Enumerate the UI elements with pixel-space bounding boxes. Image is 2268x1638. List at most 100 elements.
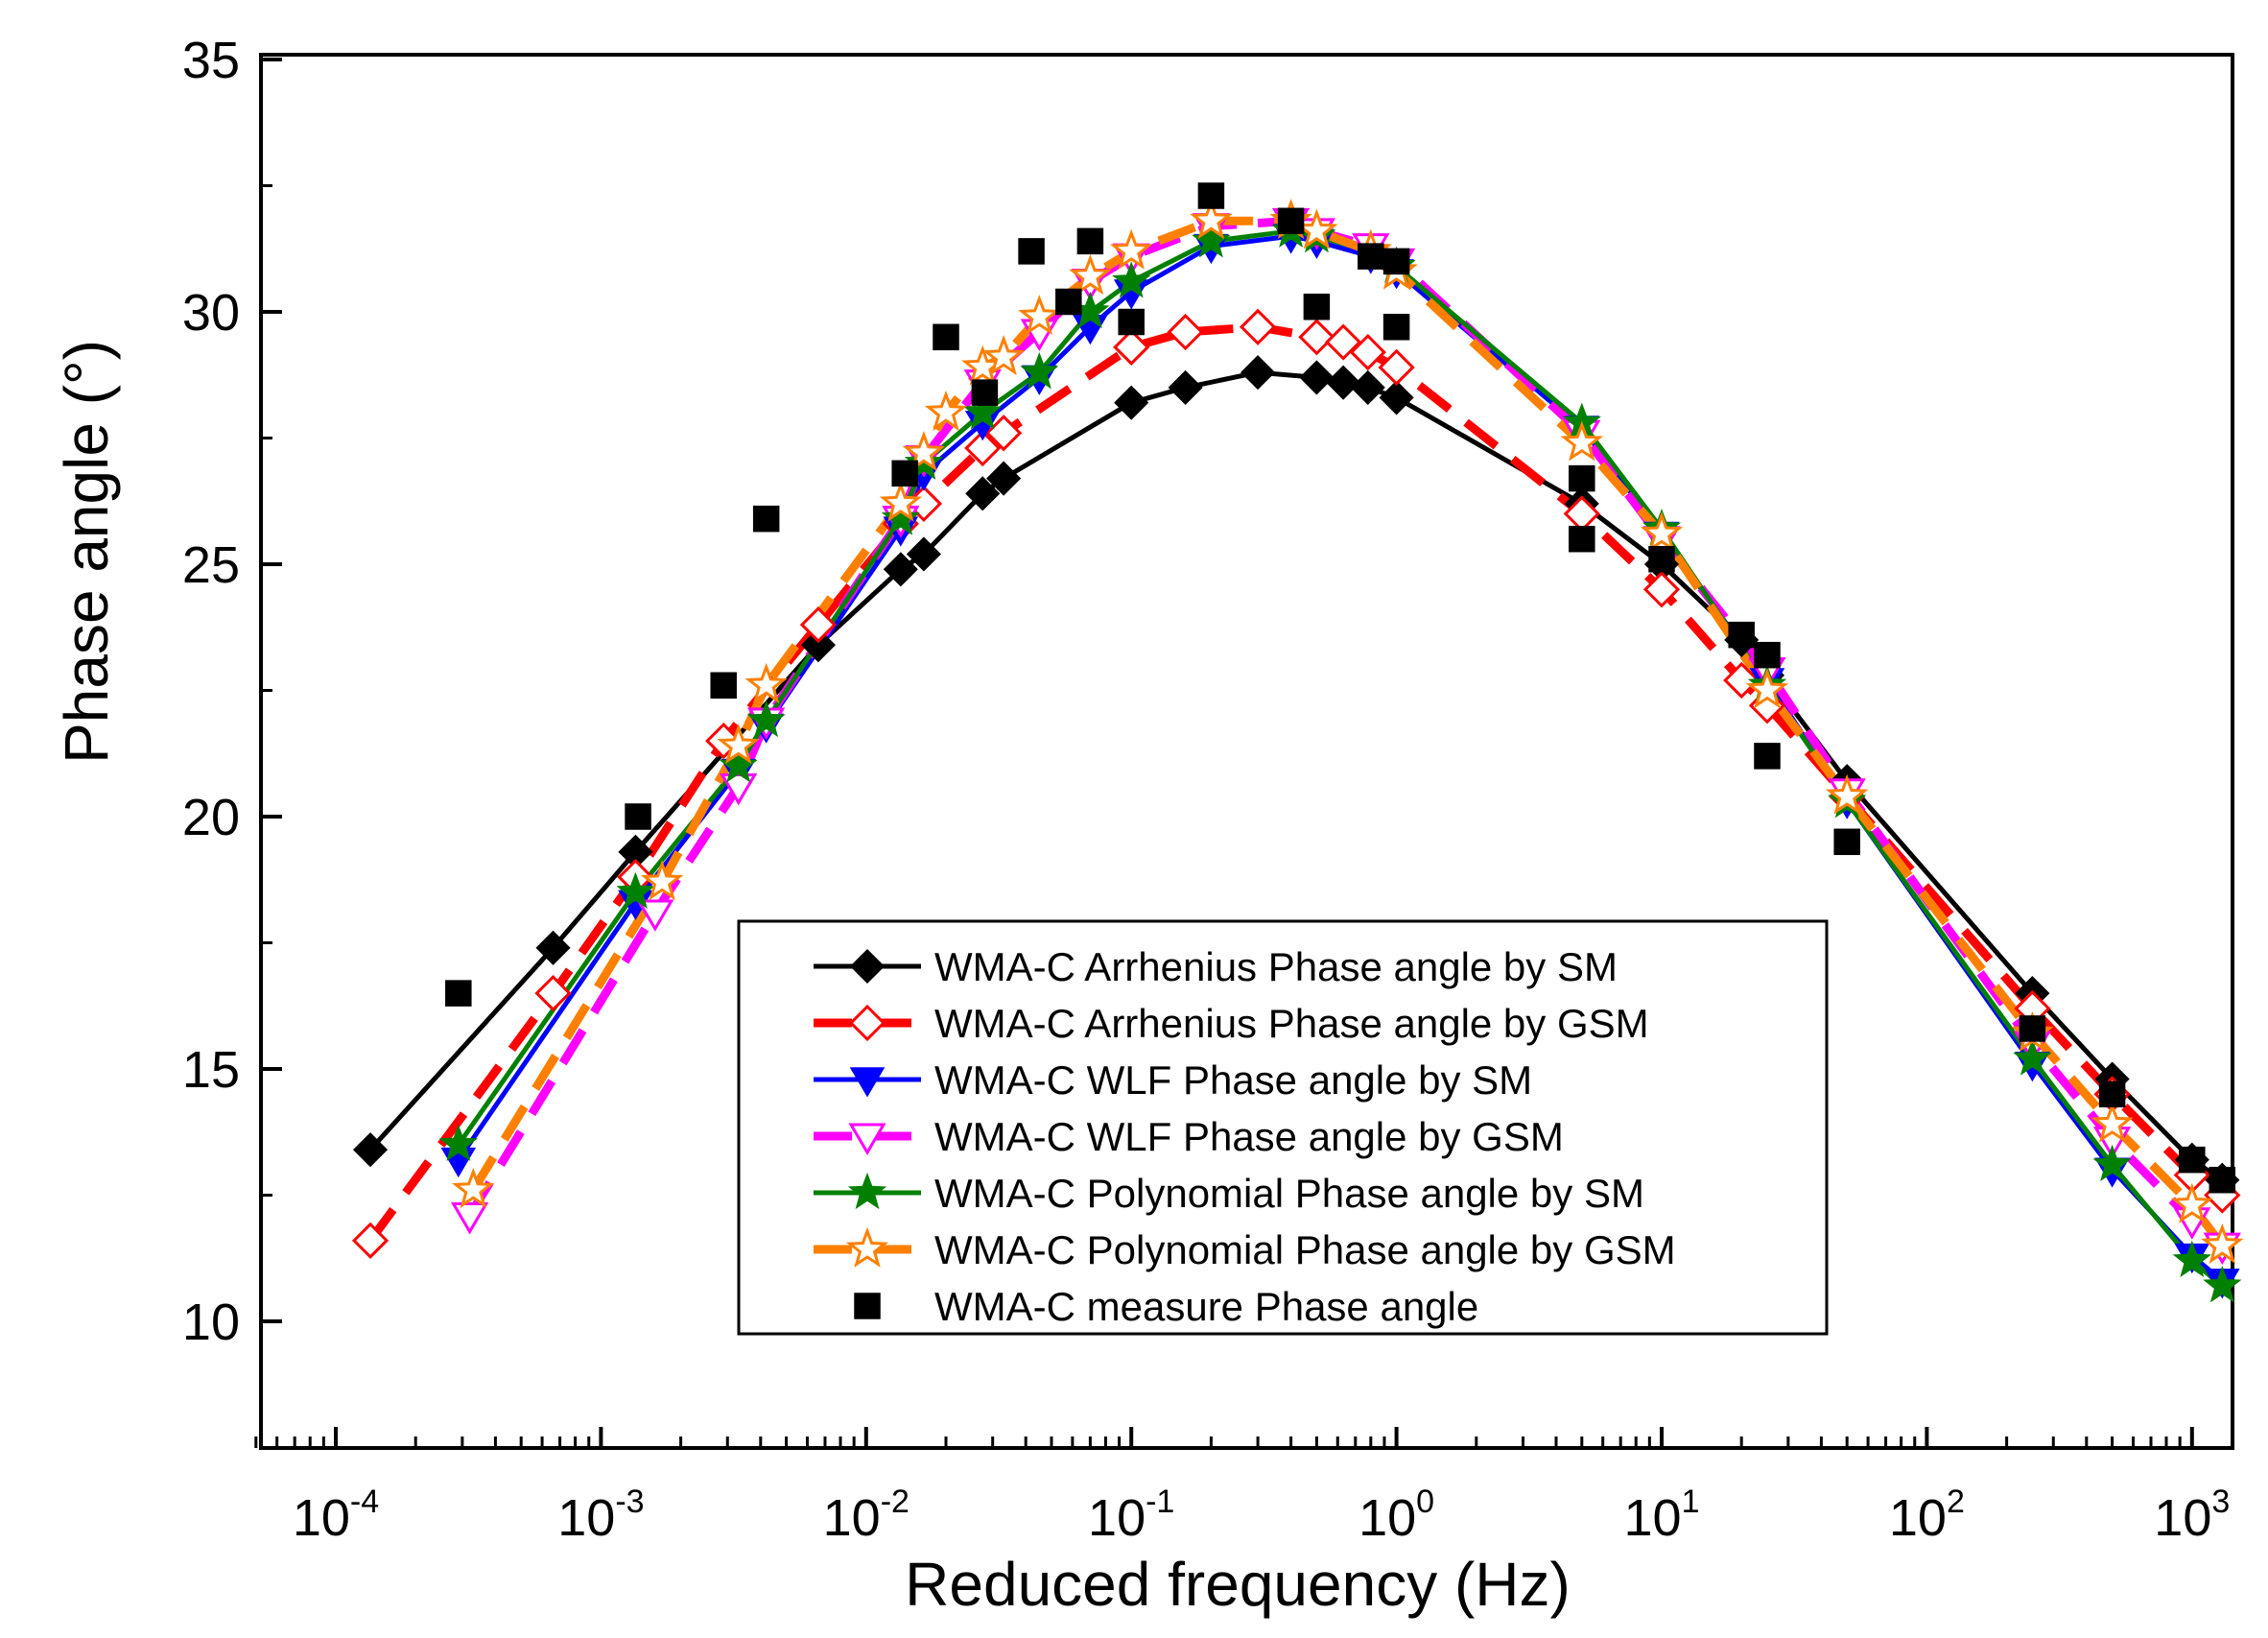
series-5-point bbox=[616, 871, 655, 910]
series-7-point bbox=[1018, 238, 1045, 265]
legend-item-2-label: WMA-C Arrhenius Phase angle by GSM bbox=[934, 1001, 1649, 1046]
series-1-point bbox=[800, 628, 836, 663]
series-7-point bbox=[1197, 182, 1225, 209]
series-7-point bbox=[1055, 288, 1082, 316]
legend-item-2-marker bbox=[848, 1004, 886, 1042]
series-6-point bbox=[902, 431, 946, 472]
series-7-point bbox=[1754, 743, 1781, 770]
series-7-point bbox=[891, 460, 918, 487]
series-5-point bbox=[1192, 221, 1231, 258]
series-6-point bbox=[1018, 295, 1061, 336]
x-tick-label: 102 bbox=[1889, 1484, 1965, 1547]
series-2-point bbox=[1642, 571, 1681, 608]
legend-item-3-marker bbox=[849, 1067, 886, 1098]
x-axis-title: Reduced frequency (Hz) bbox=[905, 1550, 1571, 1619]
series-7-point bbox=[445, 980, 472, 1007]
series-7-point bbox=[1118, 308, 1145, 336]
series-markers bbox=[351, 182, 2244, 1303]
series-7-point bbox=[1382, 314, 1410, 341]
series-5-point bbox=[1112, 261, 1151, 298]
legend-item-7-label: WMA-C measure Phase angle bbox=[934, 1284, 1478, 1329]
series-6-point bbox=[1190, 199, 1233, 240]
series-5-point bbox=[1020, 351, 1059, 390]
series-7-point bbox=[2209, 1166, 2236, 1194]
legend-box bbox=[737, 919, 1829, 1336]
series-1-point bbox=[1379, 380, 1414, 415]
series-1-point bbox=[883, 552, 918, 587]
series-5-point bbox=[2013, 1038, 2052, 1076]
series-6-point bbox=[744, 662, 788, 704]
x-tick-label: 10-4 bbox=[293, 1484, 379, 1547]
series-1-point bbox=[1350, 369, 1385, 405]
series-1-point bbox=[1326, 365, 1361, 400]
series-7-point bbox=[1076, 227, 1104, 255]
y-axis: 10 15 20 25 30 35 bbox=[182, 32, 282, 1449]
series-5-point bbox=[746, 700, 786, 738]
x-tick-label: 10-1 bbox=[1088, 1484, 1174, 1547]
series-1-point bbox=[965, 476, 1001, 511]
series-6-point bbox=[640, 860, 684, 901]
series-5-point bbox=[881, 498, 920, 535]
series-1-point bbox=[1168, 369, 1203, 405]
legend-item-1-marker bbox=[849, 948, 886, 985]
plot-frame bbox=[259, 53, 2234, 1450]
series-2-point bbox=[1378, 348, 1415, 386]
x-axis: 10-4 10-3 10-2 10-1 100 101 102 103 bbox=[254, 1427, 2230, 1547]
legend-item-1-label: WMA-C Arrhenius Phase angle by SM bbox=[934, 944, 1618, 989]
series-5-point bbox=[963, 392, 1003, 430]
y-tick-label: 25 bbox=[182, 536, 240, 594]
series-5-point bbox=[719, 746, 758, 783]
series-6-point bbox=[879, 481, 922, 522]
series-7-point bbox=[1728, 621, 1755, 649]
series-1-point bbox=[535, 930, 571, 965]
series-2-point bbox=[1349, 333, 1386, 371]
series-4-point bbox=[720, 772, 758, 806]
series-7-point bbox=[1648, 545, 1675, 573]
series-2-point bbox=[964, 429, 1002, 467]
series-7-point bbox=[971, 379, 999, 406]
y-tick-label: 30 bbox=[182, 284, 240, 342]
legend-item-6-label: WMA-C Polynomial Phase angle by GSM bbox=[934, 1227, 1676, 1272]
series-2-point bbox=[534, 974, 572, 1012]
series-1-point bbox=[986, 461, 1022, 496]
series-2-point bbox=[1325, 323, 1362, 361]
series-7-point bbox=[933, 323, 959, 351]
series-7-point bbox=[1303, 293, 1331, 320]
series-2-point bbox=[799, 605, 838, 644]
series-7-point bbox=[625, 803, 651, 830]
series-7-point bbox=[2098, 1080, 2126, 1108]
legend-item-3-label: WMA-C WLF Phase angle by SM bbox=[934, 1057, 1532, 1103]
series-7-point bbox=[1833, 828, 1860, 856]
series-2-point bbox=[351, 1222, 390, 1259]
x-tick-label: 10-3 bbox=[557, 1484, 644, 1547]
plot-border bbox=[259, 53, 2234, 1450]
series-2-point bbox=[1239, 308, 1277, 345]
series-6-point bbox=[1826, 773, 1869, 815]
legend-item-7-marker bbox=[854, 1293, 881, 1319]
series-7-point bbox=[1754, 641, 1781, 669]
series-1-point bbox=[1114, 385, 1149, 420]
series-6-point bbox=[1069, 253, 1112, 296]
series-7-point bbox=[752, 505, 780, 533]
series-4-point bbox=[451, 1202, 489, 1235]
series-5-point bbox=[438, 1124, 478, 1162]
series-6-point bbox=[452, 1167, 495, 1209]
series-7-point bbox=[1569, 525, 1595, 553]
series-6-point bbox=[1745, 668, 1789, 709]
series-6-point bbox=[981, 335, 1026, 376]
series-2-point bbox=[1167, 313, 1204, 351]
x-tick-label: 100 bbox=[1358, 1484, 1434, 1547]
y-axis-title: Phase angle (°) bbox=[52, 340, 121, 764]
series-6-point bbox=[1110, 228, 1153, 270]
series-1-point bbox=[1299, 360, 1335, 395]
series-6-point bbox=[2201, 1223, 2244, 1264]
series-2-point bbox=[1113, 328, 1150, 366]
series-7-point bbox=[1569, 464, 1595, 492]
series-7-point bbox=[1382, 248, 1410, 275]
legend-item-5-marker bbox=[847, 1172, 887, 1210]
series-6-point bbox=[2091, 1102, 2134, 1143]
legend-item-4-label: WMA-C WLF Phase angle by GSM bbox=[934, 1114, 1564, 1159]
series-2-point bbox=[1298, 319, 1335, 356]
series-7-point bbox=[1277, 207, 1305, 235]
